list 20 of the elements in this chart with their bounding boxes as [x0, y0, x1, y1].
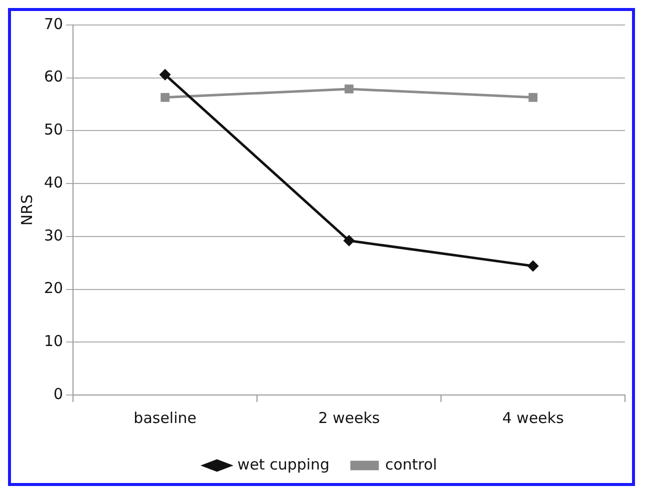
- legend-label: control: [385, 455, 438, 474]
- y-tick-label: 0: [54, 384, 64, 403]
- x-tick-label: 4 weeks: [502, 408, 564, 427]
- y-tick-label: 60: [44, 68, 64, 86]
- y-tick-label: 20: [44, 279, 64, 298]
- point: [160, 92, 170, 102]
- y-tick-label: 70: [44, 14, 64, 33]
- y-tick-label: 10: [44, 332, 64, 350]
- y-tick-label: 40: [44, 173, 64, 192]
- point: [344, 235, 354, 246]
- point: [528, 92, 538, 102]
- y-tick-label: 50: [44, 120, 64, 139]
- y-axis-title: NRS: [18, 194, 36, 226]
- x-tick-label: 2 weeks: [318, 408, 380, 427]
- legend-label: wet cupping: [237, 455, 330, 474]
- point: [528, 260, 538, 272]
- point: [344, 84, 354, 94]
- point: [160, 69, 170, 80]
- y-tick-label: 30: [44, 226, 64, 244]
- x-tick-label: baseline: [134, 408, 196, 427]
